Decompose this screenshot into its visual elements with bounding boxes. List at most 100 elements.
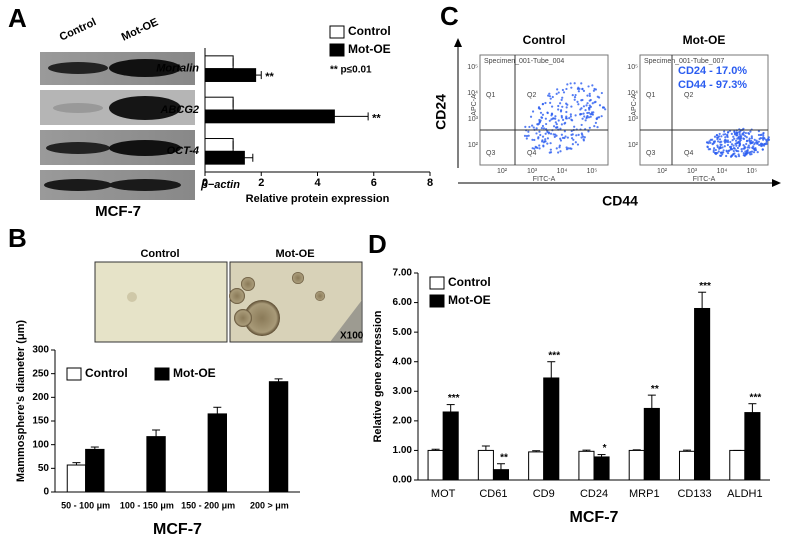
cytometry-dot [544,132,547,135]
category-label: CD133 [677,488,711,500]
cytometry-dot [738,140,742,143]
category-label: MOT [431,488,456,500]
cytometry-dot [753,138,756,141]
cytometry-dot [548,92,551,95]
quadrant-label: Q2 [527,92,536,99]
cytometry-dot [765,141,768,144]
cytometry-dot [562,118,565,122]
cytometry-dot [553,135,556,138]
cytometry-dot [570,133,573,137]
cytometry-dot [565,102,568,105]
significance: *** [699,281,711,292]
cytometry-dot [724,136,727,139]
cytometry-dot [585,117,588,120]
cytometry-dot [591,84,594,87]
cytometry-dot [574,114,577,117]
cytometry-dot [725,149,728,152]
flow-tick: 10⁵ [467,64,478,71]
cytometry-dot [586,114,589,118]
cytometry-dot [559,137,562,140]
cytometry-dot [718,141,722,144]
cytometry-dot [750,150,754,153]
cytometry-dot [546,130,549,134]
cytometry-dot [549,151,553,154]
cytometry-dot [733,152,736,155]
cytometry-dot [748,137,751,140]
flow-tick: 10² [497,168,508,175]
cytometry-dot [570,147,573,150]
cytometry-dot [752,151,756,154]
cytometry-dot [588,104,591,107]
cytometry-dot [738,142,742,146]
image-label: Mot-OE [275,248,314,260]
cytometry-dot [550,112,554,115]
cytometry-dot [712,142,715,145]
cytometry-dot [728,145,732,149]
cytometry-dot [722,151,725,154]
cytometry-dot [739,135,742,138]
blot-column: Mot-OE [120,16,161,43]
bar [643,407,660,481]
flow-annotation: CD44 - 97.3% [678,79,747,91]
cytometry-dot [745,136,748,139]
cytometry-dot [577,133,580,136]
cytometry-dot [555,92,558,95]
cytometry-dot [761,148,764,151]
cytometry-dot [580,123,583,127]
quadrant-label: Q3 [486,150,495,157]
cytometry-dot [585,104,588,107]
cytometry-dot [571,143,574,146]
cytometry-dot [712,150,715,153]
x-tick-label: 8 [427,177,433,189]
cytometry-dot [593,101,596,104]
cytometry-dot [746,152,749,155]
cytometry-dot [737,150,740,153]
cytometry-dot [760,133,763,136]
cytometry-dot [592,89,596,92]
legend-swatch [154,367,170,381]
cytometry-dot [753,147,756,150]
significance: ** [651,384,659,395]
cytometry-dot [724,133,727,136]
cytometry-dot [726,139,730,142]
category-label: CD9 [533,488,555,500]
cytometry-dot [581,117,584,120]
cytometry-dot [555,134,558,137]
cytometry-dot [740,150,743,153]
plot-title: Mot-OE [683,33,726,47]
cytometry-dot [598,96,601,99]
cytometry-dot [594,121,597,124]
category-label: 150 - 200 μm [181,500,235,510]
y-axis-label: Mammosphere's diameter (μm) [15,320,27,483]
cytometry-dot [551,105,554,108]
cytometry-dot [536,146,539,149]
cytometry-dot [733,131,736,134]
cytometry-dot [714,148,717,152]
bar [204,55,234,70]
cytometry-dot [557,91,560,94]
cytometry-dot [552,125,556,128]
y-tick-label: 5.00 [393,327,413,338]
flow-x-label: CD44 [602,193,638,209]
cytometry-dot [733,137,736,140]
x-axis-label: Relative protein expression [246,193,390,205]
cytometry-dot [570,105,573,108]
quadrant-label: Q2 [684,92,693,99]
bar [729,449,746,481]
cytometry-dot [742,127,745,130]
y-tick-label: 3.00 [393,386,413,397]
bar [204,109,335,124]
cytometry-dot [550,114,553,117]
cytometry-dot [551,95,554,99]
cytometry-dot [738,133,741,136]
cytometry-dot [541,124,545,128]
cytometry-dot [547,94,550,97]
cytometry-dot [542,141,545,144]
cytometry-dot [537,136,540,139]
cytometry-dot [729,148,732,151]
y-tick-label: 1.00 [393,445,413,456]
x-tick-label: 2 [258,177,264,189]
cytometry-dot [714,151,718,155]
axis-name: FITC-A [533,176,556,183]
cytometry-dot [554,121,557,124]
